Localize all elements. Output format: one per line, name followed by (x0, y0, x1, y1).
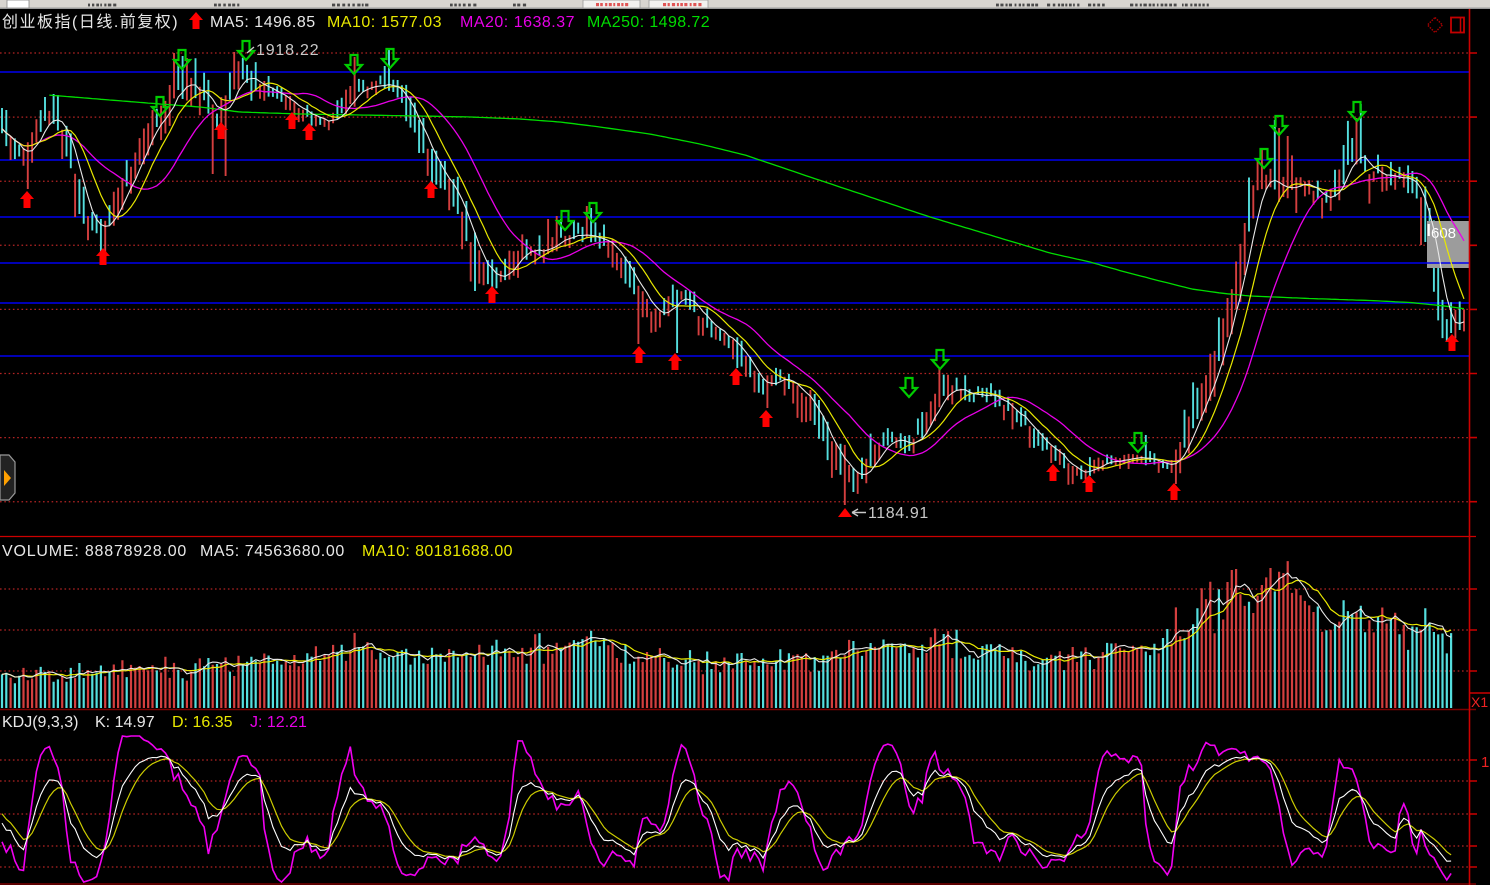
svg-text:MA10: 80181688.00: MA10: 80181688.00 (362, 543, 513, 560)
svg-text:MA10: 1577.03: MA10: 1577.03 (327, 14, 442, 31)
svg-text:MA250: 1498.72: MA250: 1498.72 (587, 14, 710, 31)
svg-text:608: 608 (1431, 225, 1456, 242)
svg-text:D: 16.35: D: 16.35 (172, 714, 233, 731)
svg-text:MA5: 74563680.00: MA5: 74563680.00 (200, 543, 345, 560)
svg-text:MA20: 1638.37: MA20: 1638.37 (460, 14, 575, 31)
svg-text:1: 1 (1481, 754, 1489, 771)
svg-text:KDJ(9,3,3): KDJ(9,3,3) (2, 714, 78, 731)
svg-text:X1: X1 (1471, 694, 1488, 710)
svg-text:MA5: 1496.85: MA5: 1496.85 (210, 14, 316, 31)
svg-text:1918.22: 1918.22 (256, 42, 319, 59)
svg-text:K: 14.97: K: 14.97 (95, 714, 155, 731)
svg-text:VOLUME: 88878928.00: VOLUME: 88878928.00 (2, 543, 187, 560)
svg-text:1184.91: 1184.91 (868, 505, 929, 522)
svg-text:J: 12.21: J: 12.21 (250, 714, 307, 731)
svg-text:创业板指(日线.前复权): 创业板指(日线.前复权) (2, 13, 179, 31)
